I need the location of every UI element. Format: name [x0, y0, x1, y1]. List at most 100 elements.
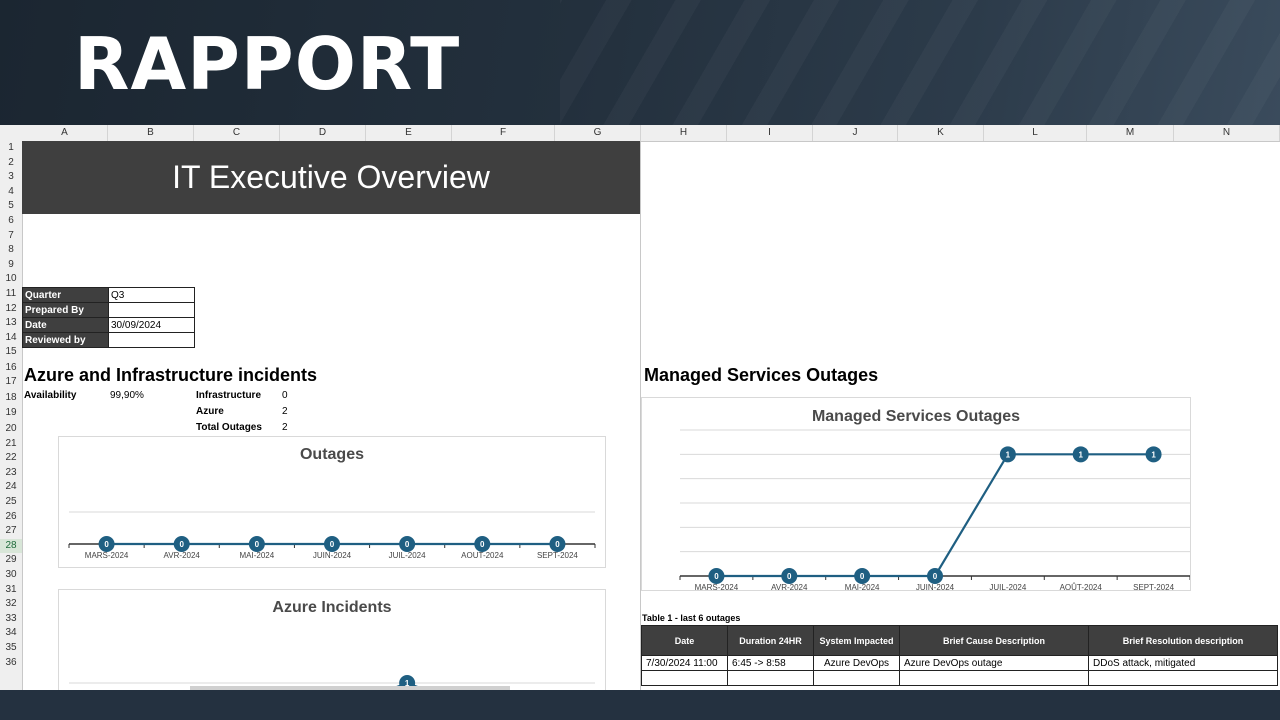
- data-label: 0: [330, 540, 335, 549]
- table-cell[interactable]: 7/30/2024 11:00: [641, 655, 728, 671]
- data-label: 0: [104, 540, 109, 549]
- azure-incidents-chart[interactable]: Azure Incidents 0000100: [58, 589, 606, 690]
- data-point: [927, 568, 943, 584]
- table-cell[interactable]: [899, 670, 1089, 686]
- column-header[interactable]: C: [194, 125, 280, 141]
- table-cell[interactable]: Azure DevOps: [813, 655, 900, 671]
- table-cell[interactable]: [641, 670, 728, 686]
- table-cell[interactable]: 6:45 -> 8:58: [727, 655, 814, 671]
- row-header[interactable]: 29: [5, 554, 17, 566]
- info-row: Reviewed by: [22, 332, 195, 348]
- column-header[interactable]: L: [984, 125, 1087, 141]
- table-row: 7/30/2024 11:00 6:45 -> 8:58 Azure DevOp…: [641, 655, 1278, 671]
- row-header[interactable]: 18: [5, 391, 17, 403]
- row-header[interactable]: 21: [5, 437, 17, 449]
- x-tick-label: MAI-2024: [240, 551, 275, 560]
- column-header[interactable]: F: [452, 125, 555, 141]
- data-label: 1: [1006, 450, 1011, 459]
- column-header[interactable]: I: [727, 125, 813, 141]
- row-header[interactable]: 32: [5, 598, 17, 610]
- table-cell[interactable]: DDoS attack, mitigated: [1088, 655, 1278, 671]
- row-header[interactable]: 26: [5, 510, 17, 522]
- row-header[interactable]: 15: [5, 346, 17, 358]
- row-header[interactable]: 31: [5, 583, 17, 595]
- row-header[interactable]: 3: [8, 171, 14, 183]
- row-header[interactable]: 8: [8, 244, 14, 256]
- row-header[interactable]: 5: [8, 200, 14, 212]
- column-header[interactable]: G: [555, 125, 641, 141]
- managed-services-chart[interactable]: Managed Services Outages 0 MARS-2024 0 AVR-…: [641, 397, 1191, 591]
- row-header[interactable]: 14: [5, 331, 17, 343]
- chart-plot: 0 MARS-2024 0 AVR-2024 0 MAI-2024 0 JUIN-2024 1 J…: [679, 429, 1190, 590]
- row-header[interactable]: 20: [5, 423, 17, 434]
- info-row: Prepared By: [22, 302, 195, 318]
- column-header[interactable]: A: [22, 125, 108, 141]
- row-header[interactable]: 12: [5, 302, 17, 314]
- info-value[interactable]: [108, 332, 195, 348]
- info-table: Quarter Q3 Prepared By Date 30/09/2024 Rev…: [22, 287, 195, 348]
- row-header[interactable]: 2: [8, 156, 14, 168]
- total-outages-value: 2: [282, 422, 288, 433]
- row-header[interactable]: 27: [5, 525, 17, 537]
- row-header[interactable]: 9: [8, 258, 14, 270]
- data-point: [248, 536, 265, 552]
- table-cell[interactable]: [813, 670, 900, 686]
- row-header[interactable]: 24: [5, 481, 17, 493]
- row-header[interactable]: 25: [5, 496, 17, 507]
- row-header[interactable]: 13: [5, 317, 17, 329]
- table-header-row: Date Duration 24HR System Impacted Brief…: [641, 625, 1278, 656]
- outages-chart[interactable]: Outages 0 MARS-2024 0 AVR-2024 0 MAI-2024 0 JUI…: [58, 436, 606, 568]
- x-tick-label: AOÛT-2024: [1060, 583, 1103, 590]
- data-point: [98, 536, 115, 552]
- x-tick-label: SEPT-2024: [1133, 583, 1174, 590]
- table-cell[interactable]: [727, 670, 814, 686]
- row-header[interactable]: 11: [5, 288, 17, 299]
- row-header[interactable]: 28: [0, 538, 22, 554]
- row-header[interactable]: 4: [8, 185, 14, 197]
- row-header[interactable]: 36: [5, 656, 17, 668]
- infrastructure-label: Infrastructure: [196, 390, 262, 401]
- column-header[interactable]: N: [1174, 125, 1280, 141]
- info-value[interactable]: [108, 302, 195, 318]
- row-header[interactable]: 6: [8, 215, 14, 226]
- column-header[interactable]: H: [641, 125, 727, 141]
- data-label: 0: [933, 572, 938, 581]
- column-header[interactable]: K: [898, 125, 984, 141]
- column-header[interactable]: D: [280, 125, 366, 141]
- page-break-line: [640, 141, 641, 690]
- row-header[interactable]: 19: [5, 407, 17, 419]
- row-header[interactable]: 33: [5, 612, 17, 624]
- row-header[interactable]: 7: [8, 229, 14, 241]
- column-header[interactable]: J: [813, 125, 898, 141]
- info-value[interactable]: Q3: [108, 287, 195, 303]
- data-label: 0: [405, 540, 410, 549]
- azure-label: Azure: [196, 406, 224, 417]
- managed-section-heading: Managed Services Outages: [644, 365, 879, 385]
- data-point: [999, 446, 1016, 463]
- data-point: [324, 536, 340, 552]
- column-header[interactable]: M: [1087, 125, 1174, 141]
- row-header[interactable]: 1: [8, 142, 14, 153]
- table-cell[interactable]: [1088, 670, 1278, 686]
- azure-value: 2: [282, 406, 288, 417]
- row-header[interactable]: 17: [5, 376, 17, 387]
- row-header[interactable]: 34: [5, 627, 17, 639]
- row-header[interactable]: 30: [5, 569, 17, 580]
- data-label: 1: [1078, 450, 1083, 459]
- row-header[interactable]: 16: [5, 362, 17, 373]
- table-cell[interactable]: Azure DevOps outage: [899, 655, 1089, 671]
- row-header[interactable]: 35: [5, 642, 17, 653]
- column-header[interactable]: E: [366, 125, 452, 141]
- x-tick-label: JUIL-2024: [389, 551, 426, 560]
- row-header[interactable]: 10: [5, 273, 17, 285]
- chart-plot: 0 MARS-2024 0 AVR-2024 0 MAI-2024 0 JUIN-2024 0 J…: [68, 511, 596, 560]
- row-header[interactable]: 22: [5, 452, 17, 464]
- x-tick-label: MAI-2024: [845, 583, 880, 590]
- row-header[interactable]: 23: [5, 466, 17, 478]
- horizontal-scrollbar[interactable]: [190, 686, 510, 690]
- chart-title: Managed Services Outages: [811, 408, 1021, 425]
- info-value[interactable]: 30/09/2024: [108, 317, 195, 333]
- column-header[interactable]: B: [108, 125, 194, 141]
